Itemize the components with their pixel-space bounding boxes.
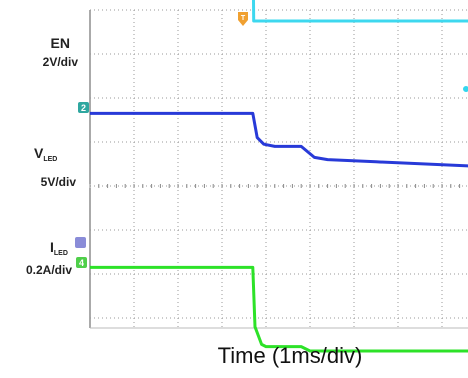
vled-channel-scale: 5V/div bbox=[41, 175, 77, 189]
vled-channel-name: VLED bbox=[34, 145, 57, 163]
trigger-marker-label: T bbox=[241, 15, 246, 22]
ch2-marker-label: 2 bbox=[81, 103, 86, 113]
ch2-marker-icon bbox=[78, 102, 89, 113]
trace-vled bbox=[90, 111, 468, 168]
iled-subscript: LED bbox=[54, 250, 68, 257]
x-axis-label: Time (1ms/div) bbox=[217, 343, 363, 368]
scope-grid bbox=[89, 9, 468, 329]
scope-traces bbox=[90, 0, 468, 353]
ch4-marker-icon bbox=[76, 257, 87, 268]
en-channel-scale: 2V/div bbox=[43, 55, 79, 69]
ch3-marker-icon bbox=[463, 86, 468, 92]
ch1-marker-icon bbox=[75, 237, 86, 248]
trace-en bbox=[251, 0, 468, 23]
vled-subscript: LED bbox=[43, 156, 57, 163]
trace-iled bbox=[90, 265, 468, 353]
iled-channel-scale: 0.2A/div bbox=[26, 263, 72, 277]
iled-channel-name: ILED bbox=[50, 239, 68, 257]
trigger-marker-icon bbox=[238, 12, 248, 26]
en-channel-name: EN bbox=[51, 35, 70, 51]
ch4-marker-label: 4 bbox=[79, 258, 84, 268]
